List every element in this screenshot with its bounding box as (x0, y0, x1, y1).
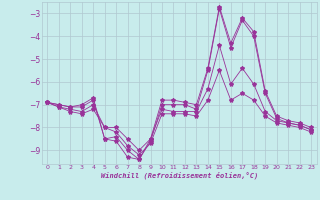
X-axis label: Windchill (Refroidissement éolien,°C): Windchill (Refroidissement éolien,°C) (100, 172, 258, 179)
